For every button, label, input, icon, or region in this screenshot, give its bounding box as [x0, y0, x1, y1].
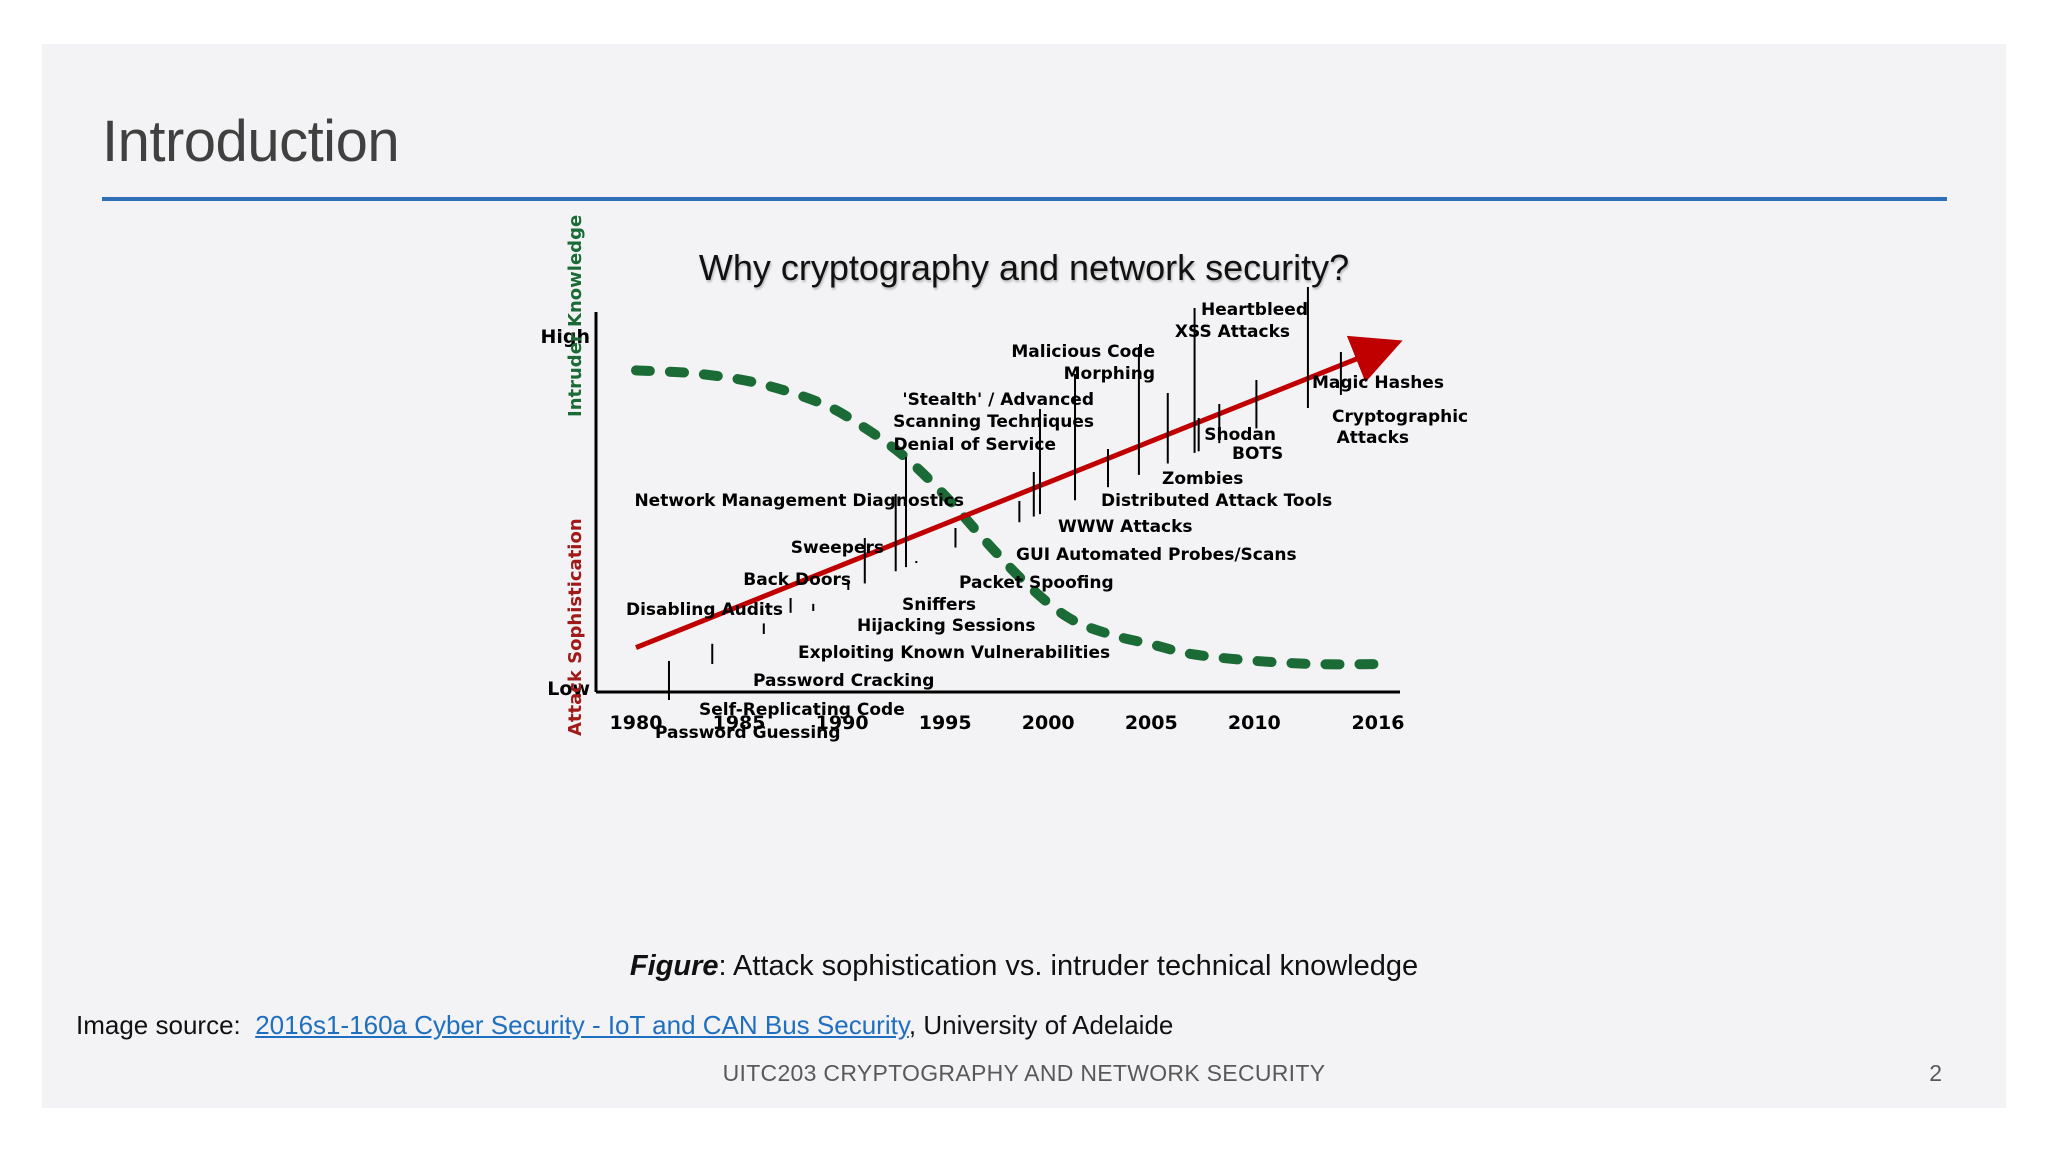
x-tick-2016: 2016: [1352, 712, 1405, 734]
annotation-label: BOTS: [1232, 444, 1283, 464]
x-tick-2000: 2000: [1022, 712, 1075, 734]
y-tick-high: High: [540, 326, 590, 348]
x-tick-1980: 1980: [610, 712, 663, 734]
annotation-label: Morphing: [1064, 364, 1155, 384]
annotation-label: Scanning Techniques: [893, 412, 1094, 432]
annotation-label: Zombies: [1162, 469, 1243, 489]
chart-heading: Why cryptography and network security?: [698, 247, 1350, 288]
annotation-denial-of-service: Denial of Service: [894, 409, 1056, 515]
annotation-magic-hashes: Magic Hashes: [1312, 352, 1444, 395]
source-prefix: Image source:: [76, 1010, 241, 1040]
x-tick-1995: 1995: [919, 712, 972, 734]
annotation-label: Denial of Service: [894, 435, 1056, 455]
annotation-label: WWW Attacks: [1058, 517, 1193, 537]
annotation-label: Malicious Code: [1011, 342, 1155, 362]
annotation-bots: BOTS: [1197, 418, 1283, 464]
annotation-zombies: Zombies: [1162, 393, 1243, 489]
source-suffix: , University of Adelaide: [908, 1010, 1174, 1040]
annotation-label: Attacks: [1337, 428, 1409, 448]
annotation-label: Password Cracking: [753, 671, 934, 691]
annotation-label: Packet Spoofing: [959, 573, 1114, 593]
caption-text: : Attack sophistication vs. intruder tec…: [718, 950, 1419, 982]
x-tick-1985: 1985: [713, 712, 766, 734]
annotation-label: Heartbleed: [1201, 300, 1308, 320]
annotation-password-guessing: Password Guessing: [655, 660, 841, 743]
annotation-distributed-attack-tools: Distributed Attack Tools: [1101, 449, 1332, 511]
annotation-label: Distributed Attack Tools: [1101, 491, 1332, 511]
annotation-exploiting-known-vulnerabilities: Exploiting Known Vulnerabilities: [798, 603, 1110, 663]
y-tick-low: Low: [547, 678, 590, 700]
annotation-label: Disabling Audits: [626, 600, 783, 620]
y-label-attack-sophistication: Attack Sophistication: [565, 518, 586, 736]
annotation-hijacking-sessions: Hijacking Sessions: [847, 582, 1036, 636]
attack-sophistication-arrow: [635, 335, 1403, 650]
annotation-gui-automated-probes-scans: GUI Automated Probes/Scans: [1016, 501, 1297, 565]
annotation-label: Self-Replicating Code: [699, 700, 905, 720]
annotation-label: 'Stealth' / Advanced: [902, 390, 1094, 410]
intruder-knowledge-curve: [631, 365, 1383, 670]
attack-sophistication-chart: High Low Attack Sophistication Intruder …: [540, 215, 1468, 743]
slide-title: Introduction: [102, 109, 400, 174]
title-underline: [102, 197, 1947, 201]
annotation-sweepers: Sweepers: [791, 494, 897, 572]
slide: Introduction Why cryptography and networ…: [42, 44, 2006, 1108]
annotation-label: Password Guessing: [655, 723, 841, 743]
annotation-label: Back Doors: [743, 570, 851, 590]
x-tick-labels: 1980 1985 1990 1995 2000 2005 2010 2016: [610, 712, 1405, 734]
annotation-label: Cryptographic: [1332, 407, 1468, 427]
annotation-self-replicating-code: Self-Replicating Code: [699, 643, 905, 720]
caption-figure-label: Figure: [629, 950, 719, 982]
annotation-label: XSS Attacks: [1175, 322, 1290, 342]
annotation-disabling-audits: Disabling Audits: [626, 598, 792, 620]
y-label-intruder-knowledge: Intruder Knowledge: [565, 215, 586, 417]
source-link[interactable]: 2016s1-160a Cyber Security - IoT and CAN…: [255, 1010, 909, 1040]
x-tick-2010: 2010: [1228, 712, 1281, 734]
annotation-label: Exploiting Known Vulnerabilities: [798, 643, 1110, 663]
annotations: Password Guessing Self-Replicating Code Pa…: [626, 287, 1468, 743]
annotation-shodan: Shodan: [1204, 404, 1276, 445]
annotation-www-attacks: WWW Attacks: [1032, 472, 1193, 537]
annotation-label: Sweepers: [791, 538, 884, 558]
annotation-label: Shodan: [1204, 425, 1276, 445]
annotation-xss-attacks: XSS Attacks: [1175, 308, 1290, 453]
figure-caption: Figure: Attack sophistication vs. intrud…: [42, 950, 2006, 983]
annotation-password-cracking: Password Cracking: [753, 623, 934, 691]
annotation-label: Hijacking Sessions: [857, 616, 1036, 636]
footer-course-title: UITC203 CRYPTOGRAPHY AND NETWORK SECURIT…: [722, 1060, 1326, 1086]
annotation-label: Magic Hashes: [1312, 373, 1444, 393]
annotation-packet-spoofing: Packet Spoofing: [954, 528, 1114, 593]
page-number: 2: [1929, 1060, 1942, 1086]
annotation-network-management-diagnostics: Network Management Diagnostics: [634, 457, 964, 568]
x-tick-1990: 1990: [816, 712, 869, 734]
annotation-label: GUI Automated Probes/Scans: [1016, 545, 1297, 565]
annotation-sniffers: Sniffers: [902, 561, 976, 615]
x-tick-2005: 2005: [1125, 712, 1178, 734]
image-source: Image source: 2016s1-160a Cyber Security…: [76, 1010, 1173, 1041]
annotation-label: Sniffers: [902, 595, 976, 615]
annotation-heartbleed: Heartbleed: [1201, 287, 1309, 409]
annotation-label: Network Management Diagnostics: [634, 491, 964, 511]
annotation-back-doors: Back Doors: [743, 538, 866, 590]
